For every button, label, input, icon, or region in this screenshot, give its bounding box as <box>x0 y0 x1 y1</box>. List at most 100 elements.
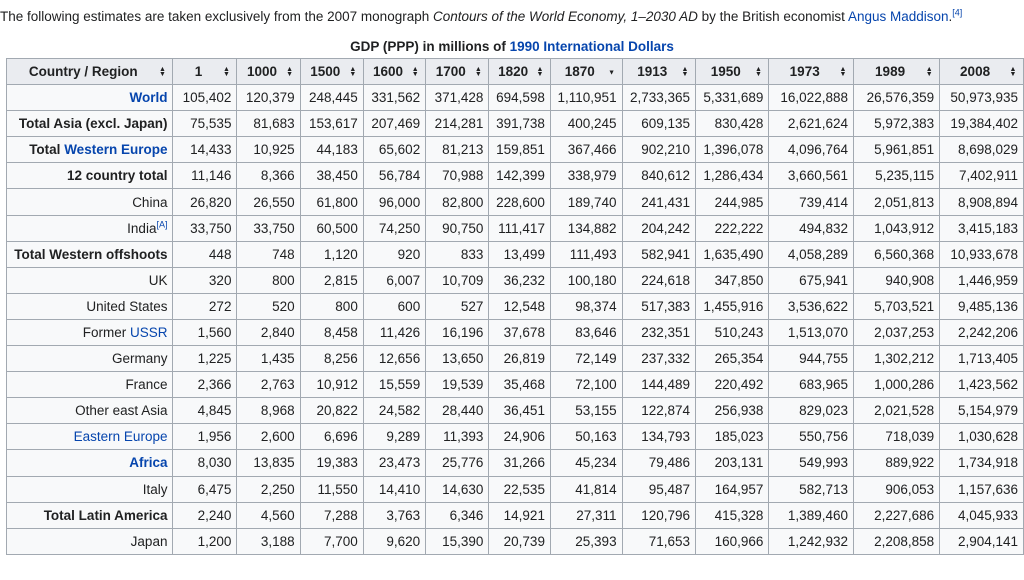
row-label[interactable]: Former USSR <box>5 318 174 347</box>
row-label[interactable]: Total Western Europe <box>5 136 174 164</box>
column-header-1973[interactable]: 1973 ▲ ▼ <box>768 57 854 86</box>
gdp-value-cell: 144,489 <box>621 371 697 399</box>
gdp-value-cell: 8,908,894 <box>939 188 1024 216</box>
sort-desc-icon[interactable]: ▼ <box>608 69 616 77</box>
footnote-link[interactable]: [A] <box>156 219 168 230</box>
sort-both-icon[interactable]: ▲ ▼ <box>222 65 230 78</box>
gdp-value-cell: 237,332 <box>621 345 697 373</box>
row-label-link[interactable]: Western Europe <box>64 142 168 158</box>
sort-both-icon[interactable]: ▲ ▼ <box>1009 65 1017 78</box>
gdp-value-cell: 6,560,368 <box>852 240 941 268</box>
table-row: Japan 1,200 3,188 7,700 9,620 15,390 20,739 25,… <box>5 527 1024 555</box>
sort-both-icon[interactable]: ▲ ▼ <box>536 65 544 78</box>
gdp-value-cell: 320 <box>172 266 238 294</box>
column-header-1913[interactable]: 1913 ▲ ▼ <box>621 57 697 86</box>
gdp-value-cell: 56,784 <box>362 162 427 190</box>
gdp-value-cell: 902,210 <box>621 136 697 164</box>
gdp-value-cell: 494,832 <box>768 214 854 242</box>
row-label-text: Japan <box>130 533 168 549</box>
gdp-value-cell: 26,820 <box>172 188 238 216</box>
gdp-value-cell: 41,814 <box>549 475 623 503</box>
gdp-value-cell: 5,703,521 <box>852 292 941 320</box>
row-label-link[interactable]: USSR <box>129 324 168 340</box>
table-row: United States 272 520 800 600 527 12,548 98,374… <box>5 292 1024 320</box>
table-row: Italy 6,475 2,250 11,550 14,410 14,630 22,535 4… <box>5 475 1024 503</box>
row-label[interactable]: World <box>5 84 174 112</box>
column-header-country-region[interactable]: Country / Region ▲ ▼ <box>5 57 174 86</box>
intro-period: . <box>948 9 953 24</box>
gdp-value-cell: 26,576,359 <box>852 84 941 112</box>
column-header-1500[interactable]: 1500 ▲ ▼ <box>299 57 364 86</box>
gdp-value-cell: 6,475 <box>172 475 238 503</box>
row-label-text: UK <box>148 272 168 288</box>
row-label-link[interactable]: Eastern Europe <box>73 429 168 445</box>
gdp-value-cell: 36,451 <box>488 397 551 425</box>
gdp-value-cell: 14,433 <box>172 136 238 164</box>
gdp-value-cell: 11,426 <box>362 318 427 347</box>
gdp-value-cell: 72,149 <box>549 345 623 373</box>
sort-both-icon[interactable]: ▲ ▼ <box>754 65 762 78</box>
sort-both-icon[interactable]: ▲ ▼ <box>349 65 357 78</box>
column-header-1[interactable]: 1 ▲ ▼ <box>172 57 238 86</box>
column-header-1600[interactable]: 1600 ▲ ▼ <box>362 57 427 86</box>
gdp-value-cell: 1,030,628 <box>939 423 1024 451</box>
sort-both-icon[interactable]: ▲ ▼ <box>286 65 294 78</box>
gdp-value-cell: 19,539 <box>425 371 490 399</box>
row-label-text: Italy <box>142 481 168 497</box>
gdp-value-cell: 95,487 <box>621 475 697 503</box>
gdp-value-cell: 415,328 <box>694 501 770 529</box>
gdp-value-cell: 204,242 <box>621 214 697 242</box>
column-header-1700[interactable]: 1700 ▲ ▼ <box>425 57 490 86</box>
gdp-value-cell: 8,256 <box>299 345 364 373</box>
column-header-2008[interactable]: 2008 ▲ ▼ <box>939 57 1024 86</box>
gdp-value-cell: 400,245 <box>549 110 623 138</box>
currency-link[interactable]: 1990 International Dollars <box>509 39 674 54</box>
sort-both-icon[interactable]: ▲ ▼ <box>159 65 166 78</box>
gdp-value-cell: 582,713 <box>768 475 854 503</box>
column-header-1000[interactable]: 1000 ▲ ▼ <box>236 57 301 86</box>
gdp-value-cell: 527 <box>425 292 490 320</box>
row-label-link[interactable]: Africa <box>129 455 168 471</box>
gdp-value-cell: 8,458 <box>299 318 364 347</box>
row-label[interactable]: Eastern Europe <box>5 423 174 451</box>
gdp-value-cell: 164,957 <box>694 475 770 503</box>
column-header-1989[interactable]: 1989 ▲ ▼ <box>852 57 941 86</box>
gdp-value-cell: 27,311 <box>549 501 623 529</box>
gdp-value-cell: 82,800 <box>425 188 490 216</box>
gdp-value-cell: 160,966 <box>694 527 770 555</box>
author-link[interactable]: Angus Maddison <box>847 9 949 24</box>
row-label-link[interactable]: World <box>129 90 168 106</box>
sort-both-icon[interactable]: ▲ ▼ <box>925 65 933 78</box>
gdp-value-cell: 265,354 <box>694 345 770 373</box>
sort-both-icon[interactable]: ▲ ▼ <box>681 65 689 78</box>
gdp-value-cell: 8,968 <box>236 397 301 425</box>
reference-link[interactable]: [4] <box>952 7 963 18</box>
gdp-value-cell: 1,513,070 <box>768 318 854 347</box>
row-label-text: India <box>127 220 157 236</box>
gdp-value-cell: 12,548 <box>488 292 551 320</box>
gdp-value-cell: 1,435 <box>236 345 301 373</box>
column-header-1950[interactable]: 1950 ▲ ▼ <box>694 57 770 86</box>
table-row: Other east Asia 4,845 8,968 20,822 24,582 28,… <box>5 397 1024 425</box>
gdp-value-cell: 11,146 <box>172 162 238 190</box>
gdp-value-cell: 6,346 <box>425 501 490 529</box>
gdp-value-cell: 272 <box>172 292 238 320</box>
sort-both-icon[interactable]: ▲ ▼ <box>474 65 482 78</box>
row-label: 12 country total <box>5 162 174 190</box>
gdp-value-cell: 940,908 <box>852 266 941 294</box>
gdp-value-cell: 134,793 <box>621 423 697 451</box>
gdp-value-cell: 1,713,405 <box>939 345 1024 373</box>
gdp-value-cell: 134,882 <box>549 214 623 242</box>
row-label[interactable]: Africa <box>5 449 174 477</box>
gdp-value-cell: 96,000 <box>362 188 427 216</box>
column-header-1870[interactable]: 1870 ▼ <box>549 57 623 86</box>
gdp-value-cell: 33,750 <box>172 214 238 242</box>
row-label: India[A] <box>5 214 174 242</box>
gdp-value-cell: 9,485,136 <box>939 292 1024 320</box>
sort-both-icon[interactable]: ▲ ▼ <box>839 65 847 78</box>
gdp-value-cell: 4,058,289 <box>768 240 854 268</box>
column-header-1820[interactable]: 1820 ▲ ▼ <box>488 57 551 86</box>
gdp-value-cell: 10,709 <box>425 266 490 294</box>
gdp-value-cell: 22,535 <box>488 475 551 503</box>
sort-both-icon[interactable]: ▲ ▼ <box>411 65 419 78</box>
